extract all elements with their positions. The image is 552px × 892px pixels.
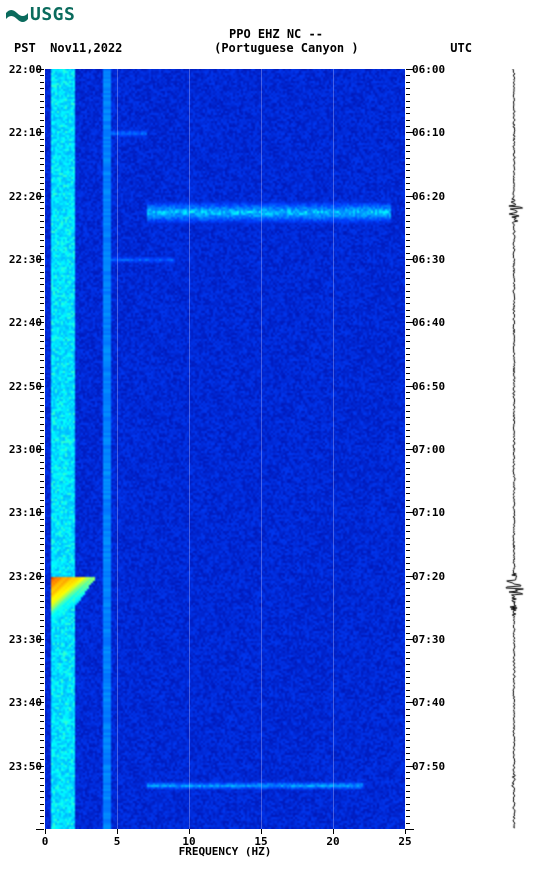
waveform-canvas — [500, 69, 528, 829]
y-tick-right: 07:20 — [412, 570, 445, 583]
y-tick-right: 06:50 — [412, 380, 445, 393]
y-tick-right: 06:10 — [412, 126, 445, 139]
gridline — [189, 69, 190, 829]
chart-subheader: PST Nov11,2022 (Portuguese Canyon ) UTC — [0, 41, 552, 55]
y-tick-right: 07:50 — [412, 760, 445, 773]
waveform-panel — [500, 69, 528, 829]
y-tick-right: 07:10 — [412, 506, 445, 519]
y-tick-right: 07:40 — [412, 696, 445, 709]
plot-area: 22:0022:1022:2022:3022:4022:5023:0023:10… — [0, 55, 552, 845]
y-axis-right: 06:0006:1006:2006:3006:4006:5007:0007:10… — [406, 69, 456, 829]
usgs-wave-icon — [6, 7, 28, 23]
chart-title-line1: PPO EHZ NC -- — [0, 27, 552, 41]
y-tick-right: 06:40 — [412, 316, 445, 329]
spectrogram-canvas — [45, 69, 405, 829]
y-tick-right: 07:30 — [412, 633, 445, 646]
date-text: Nov11,2022 — [50, 41, 122, 55]
y-axis-left: 22:0022:1022:2022:3022:4022:5023:0023:10… — [0, 69, 44, 829]
y-tick-right: 06:00 — [412, 63, 445, 76]
y-tick-right: 07:00 — [412, 443, 445, 456]
usgs-logo: USGS — [0, 0, 552, 25]
chart-title-line2: (Portuguese Canyon ) — [214, 41, 359, 55]
usgs-logo-text: USGS — [30, 4, 75, 25]
tz-left-text: PST — [14, 41, 36, 55]
page-container: USGS PPO EHZ NC -- PST Nov11,2022 (Portu… — [0, 0, 552, 845]
gridline — [333, 69, 334, 829]
gridline — [261, 69, 262, 829]
tz-left-label: PST Nov11,2022 — [14, 41, 122, 55]
y-tick-right: 06:20 — [412, 190, 445, 203]
tz-right-label: UTC — [450, 41, 472, 55]
spectrogram-panel — [45, 69, 405, 829]
x-axis-title: FREQUENCY (HZ) — [45, 845, 405, 858]
gridline — [117, 69, 118, 829]
y-tick-right: 06:30 — [412, 253, 445, 266]
